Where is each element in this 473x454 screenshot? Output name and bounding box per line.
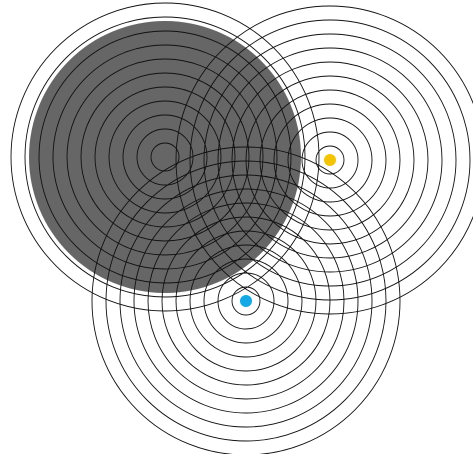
right-group-ring-11 bbox=[175, 5, 473, 315]
left-group-ring-4 bbox=[108, 100, 222, 214]
left-group-ring-7 bbox=[66, 58, 264, 256]
right-group-ring-9 bbox=[203, 33, 457, 287]
bottom-group-ring-9 bbox=[119, 174, 373, 428]
bottom-group bbox=[91, 146, 401, 454]
left-group bbox=[10, 2, 320, 312]
blue-dot-marker bbox=[240, 295, 252, 307]
left-group-filled-disk bbox=[29, 21, 301, 293]
left-group-ring-11 bbox=[10, 2, 320, 312]
bottom-group-ring-11 bbox=[91, 146, 401, 454]
left-group-ring-9 bbox=[38, 30, 292, 284]
right-group-ring-5 bbox=[259, 89, 401, 231]
right-group-ring-1 bbox=[315, 145, 345, 175]
right-group-ring-8 bbox=[217, 47, 443, 273]
bottom-group-ring-2 bbox=[217, 272, 275, 330]
left-group-ring-8 bbox=[52, 44, 278, 270]
right-group-ring-2 bbox=[301, 131, 359, 189]
bottom-group-ring-3 bbox=[203, 258, 289, 344]
bottom-group-ring-8 bbox=[133, 188, 359, 414]
bottom-group-ring-5 bbox=[175, 230, 317, 372]
bottom-group-ring-7 bbox=[147, 202, 345, 400]
yellow-dot-marker bbox=[324, 154, 336, 166]
right-group-ring-7 bbox=[231, 61, 429, 259]
bottom-group-ring-1 bbox=[231, 286, 261, 316]
left-group-ring-2 bbox=[136, 128, 194, 186]
right-group-ring-6 bbox=[245, 75, 415, 245]
right-group-ring-4 bbox=[273, 103, 387, 217]
bottom-group-ring-6 bbox=[161, 216, 331, 386]
left-group-ring-10 bbox=[24, 16, 306, 298]
left-group-ring-5 bbox=[94, 86, 236, 228]
bottom-group-ring-4 bbox=[189, 244, 303, 358]
left-group-ring-1 bbox=[150, 142, 180, 172]
left-group-ring-6 bbox=[80, 72, 250, 242]
right-group-ring-3 bbox=[287, 117, 373, 203]
bottom-group-ring-10 bbox=[105, 160, 387, 442]
left-group-ring-3 bbox=[122, 114, 208, 200]
